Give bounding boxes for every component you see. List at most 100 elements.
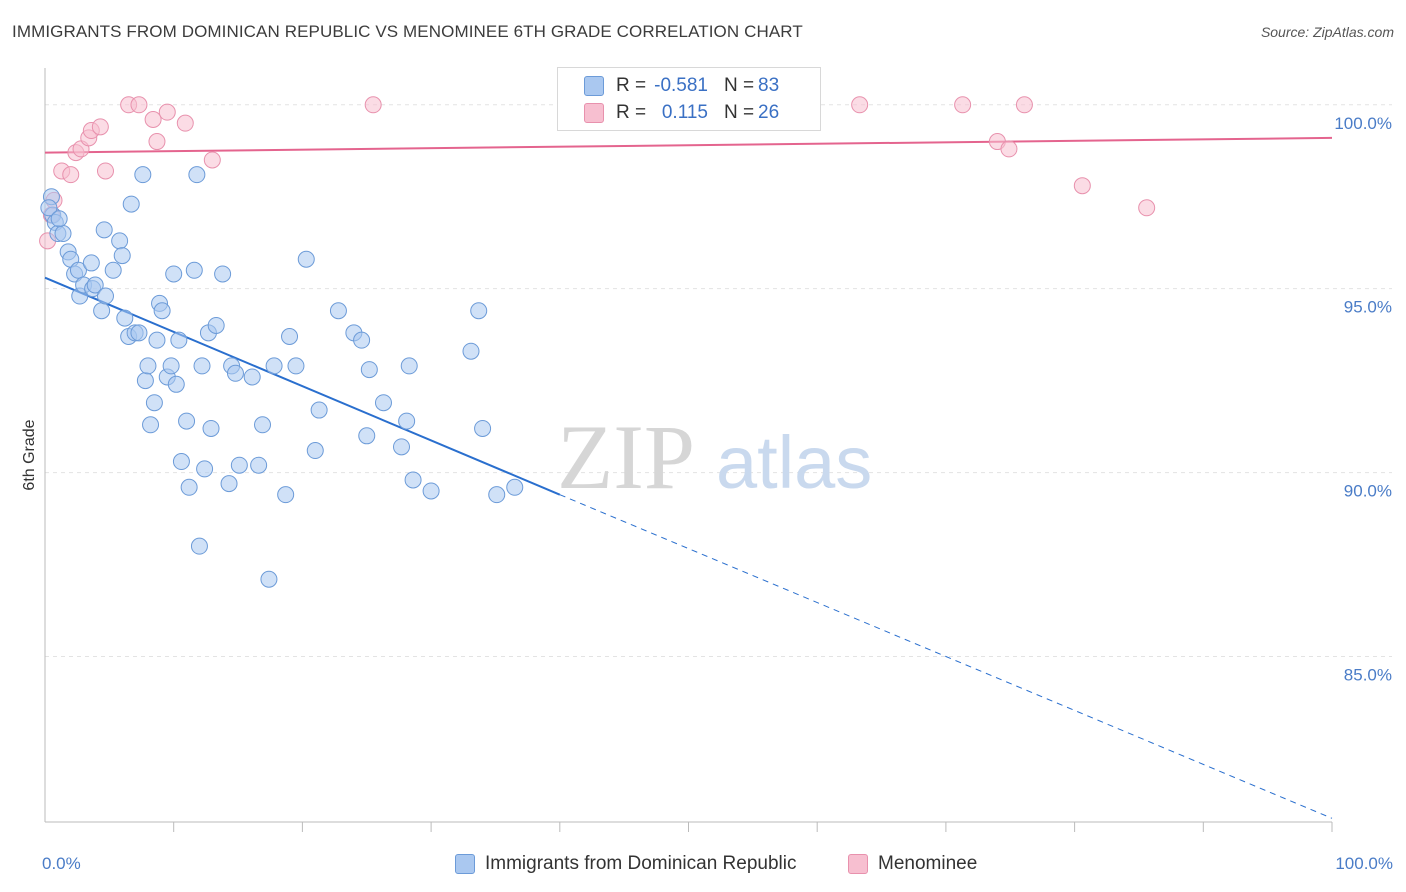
legend-r-value: -0.581 <box>654 75 708 96</box>
legend-r-label: R = <box>616 75 647 96</box>
dominican-point <box>170 331 188 349</box>
legend-r-label: R = <box>616 102 647 123</box>
x-ticks <box>173 822 1333 832</box>
dominican-point <box>281 327 299 345</box>
dominican-point <box>358 427 376 445</box>
menominee-point <box>954 96 972 114</box>
dominican-point <box>374 394 392 412</box>
y-axis-title: 6th Grade <box>21 419 38 490</box>
dominican-point <box>111 232 129 250</box>
dominican-point <box>392 438 410 456</box>
x-tick-labels: 0.0% 100.0% <box>42 854 1393 873</box>
menominee-point <box>203 151 221 169</box>
dominican-point <box>86 276 104 294</box>
dominican-points <box>40 166 524 588</box>
dominican-point <box>116 309 134 327</box>
dominican-point <box>134 166 152 184</box>
dominican-point <box>104 261 122 279</box>
dominican-point <box>297 250 315 268</box>
dominican-point <box>193 357 211 375</box>
menominee-trend-line <box>44 136 1333 154</box>
menominee-point <box>1000 140 1018 158</box>
dominican-point <box>172 453 190 471</box>
menominee-point <box>148 133 166 151</box>
dominican-point <box>220 475 238 493</box>
menominee-point <box>364 96 382 114</box>
y-tick-label: 95.0% <box>1344 298 1392 317</box>
legend-swatch-blue <box>584 76 604 96</box>
series-label-dominican: Immigrants from Dominican Republic <box>485 853 797 874</box>
chart-title: IMMIGRANTS FROM DOMINICAN REPUBLIC VS ME… <box>12 22 803 41</box>
dominican-point <box>162 357 180 375</box>
dominican-point <box>287 357 305 375</box>
legend-n-value: 83 <box>758 75 780 96</box>
dominican-point <box>243 368 261 386</box>
dominican-point <box>165 265 183 283</box>
legend-swatch-pink <box>584 103 604 123</box>
legend-n-label: N = <box>724 75 755 96</box>
dominican-point <box>95 221 113 239</box>
dominican-point <box>139 357 157 375</box>
dominican-point <box>277 486 295 504</box>
dominican-point <box>202 419 220 437</box>
dominican-point <box>196 460 214 478</box>
dominican-point <box>145 394 163 412</box>
dominican-point <box>214 265 232 283</box>
dominican-point <box>188 166 206 184</box>
watermark-zip: ZIP <box>557 406 695 508</box>
watermark-atlas: atlas <box>716 421 872 504</box>
x-tick-label: 0.0% <box>42 854 81 873</box>
dominican-point <box>306 442 324 460</box>
legend-row-dominican: R = -0.581 N = 83 <box>584 74 779 98</box>
legend-n-label: N = <box>724 102 755 123</box>
dominican-point <box>207 316 225 334</box>
legend-row-menominee: R = 0.115 N = 26 <box>584 101 779 125</box>
correlation-legend: R = -0.581 N = 83 R = 0.115 N = 26 <box>557 67 821 131</box>
legend-n-value: 26 <box>758 102 780 123</box>
menominee-point <box>851 96 869 114</box>
series-legend-menominee: Menominee <box>848 853 977 875</box>
dominican-point <box>96 287 114 305</box>
menominee-point <box>91 118 109 136</box>
source-credit: Source: ZipAtlas.com <box>1260 24 1394 40</box>
dominican-point <box>178 412 196 430</box>
legend-r-value: 0.115 <box>661 102 708 123</box>
dominican-point <box>40 199 58 217</box>
y-tick-label: 85.0% <box>1344 665 1392 684</box>
menominee-point <box>62 166 80 184</box>
series-legend-dominican: Immigrants from Dominican Republic <box>455 853 797 875</box>
dominican-point <box>93 302 111 320</box>
dominican-point <box>404 471 422 489</box>
dominican-point <box>400 357 418 375</box>
y-tick-labels: 85.0% 90.0% 95.0% 100.0% <box>1334 114 1392 685</box>
dominican-point <box>54 225 72 243</box>
series-label-menominee: Menominee <box>878 853 978 874</box>
dominican-point <box>260 570 278 588</box>
dominican-point <box>462 342 480 360</box>
menominee-point <box>130 96 148 114</box>
dominican-point <box>136 372 154 390</box>
dominican-point <box>130 324 148 342</box>
dominican-point <box>153 302 171 320</box>
dominican-point <box>353 331 371 349</box>
dominican-point <box>122 195 140 213</box>
dominican-point <box>488 486 506 504</box>
dominican-point <box>250 456 268 474</box>
dominican-point <box>180 478 198 496</box>
dominican-point <box>113 247 131 265</box>
menominee-point <box>96 162 114 180</box>
series-swatch-blue <box>455 854 475 874</box>
dominican-point <box>398 412 416 430</box>
menominee-point <box>1073 177 1091 195</box>
dominican-point <box>185 261 203 279</box>
dominican-point <box>190 537 208 555</box>
menominee-point <box>1015 96 1033 114</box>
dominican-point <box>506 478 524 496</box>
series-legend: Immigrants from Dominican Republic Menom… <box>0 853 1406 877</box>
y-tick-label: 100.0% <box>1334 114 1392 133</box>
dominican-point <box>230 456 248 474</box>
dominican-point <box>329 302 347 320</box>
menominee-point <box>176 114 194 132</box>
y-tick-label: 90.0% <box>1344 482 1392 501</box>
